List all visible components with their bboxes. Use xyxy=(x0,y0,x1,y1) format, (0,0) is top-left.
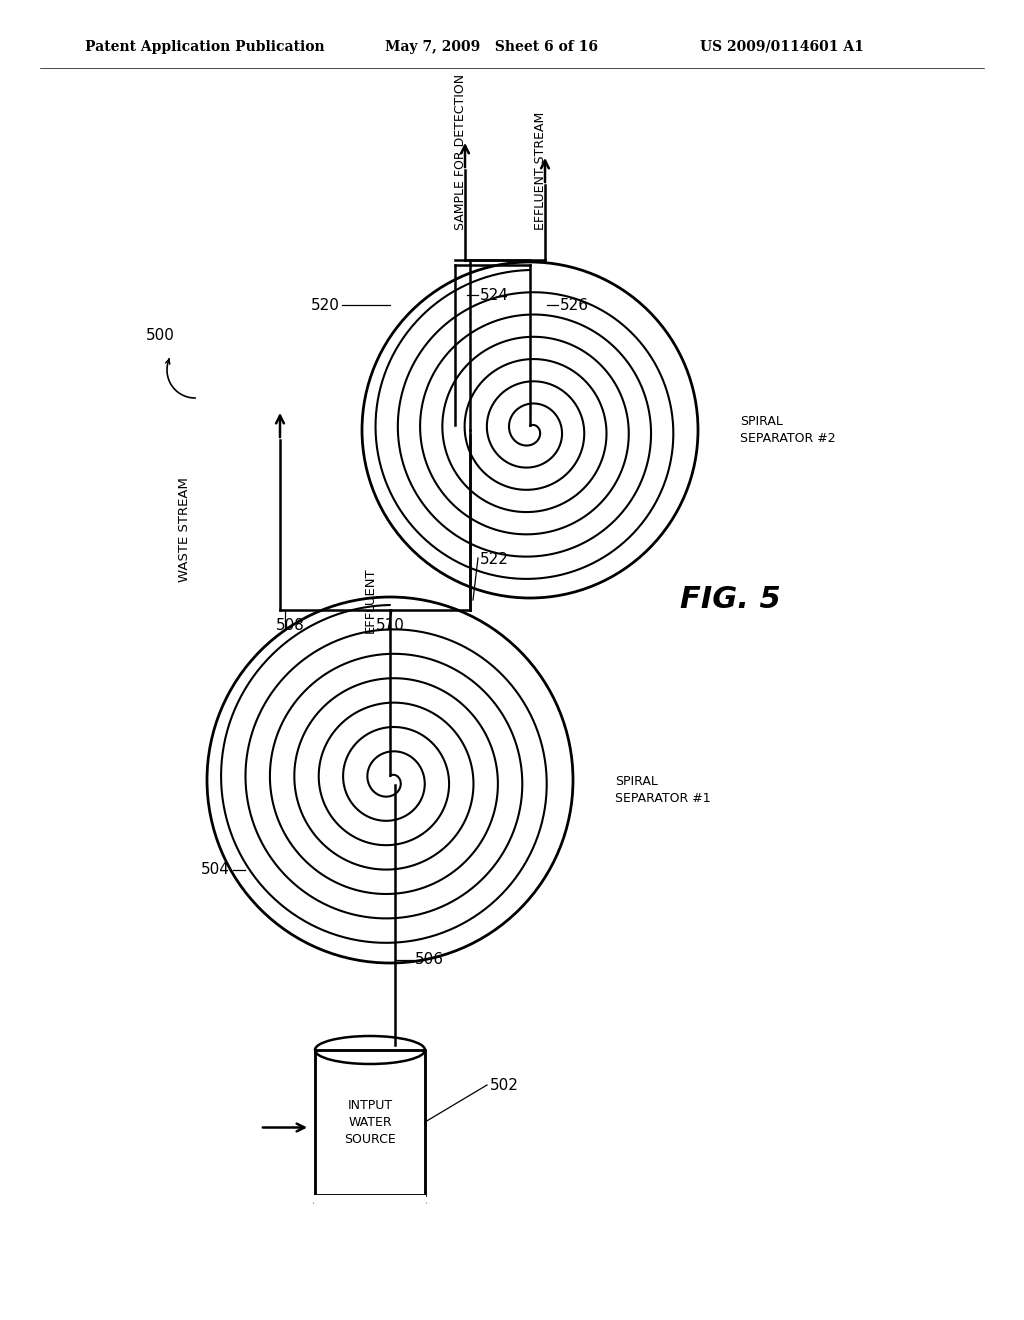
Text: 526: 526 xyxy=(560,297,589,313)
Text: 504: 504 xyxy=(201,862,230,878)
Text: May 7, 2009   Sheet 6 of 16: May 7, 2009 Sheet 6 of 16 xyxy=(385,40,598,54)
Text: US 2009/0114601 A1: US 2009/0114601 A1 xyxy=(700,40,864,54)
Text: SPIRAL
SEPARATOR #1: SPIRAL SEPARATOR #1 xyxy=(615,775,711,805)
Text: 510: 510 xyxy=(376,618,404,632)
Text: 520: 520 xyxy=(311,297,340,313)
Text: 502: 502 xyxy=(490,1077,519,1093)
Text: 500: 500 xyxy=(145,327,174,342)
Text: INTPUT
WATER
SOURCE: INTPUT WATER SOURCE xyxy=(344,1100,396,1146)
Text: SAMPLE FOR DETECTION: SAMPLE FOR DETECTION xyxy=(454,74,467,230)
Text: SPIRAL
SEPARATOR #2: SPIRAL SEPARATOR #2 xyxy=(740,414,836,445)
Text: 506: 506 xyxy=(415,953,444,968)
Text: 524: 524 xyxy=(480,288,509,302)
Text: FIG. 5: FIG. 5 xyxy=(680,586,780,615)
Text: 522: 522 xyxy=(480,553,509,568)
Text: EFFLUENT: EFFLUENT xyxy=(364,568,377,632)
FancyBboxPatch shape xyxy=(314,1195,426,1214)
Text: Patent Application Publication: Patent Application Publication xyxy=(85,40,325,54)
Text: EFFLUENT STREAM: EFFLUENT STREAM xyxy=(534,112,547,230)
Text: 508: 508 xyxy=(275,618,304,632)
Text: WASTE STREAM: WASTE STREAM xyxy=(178,478,191,582)
